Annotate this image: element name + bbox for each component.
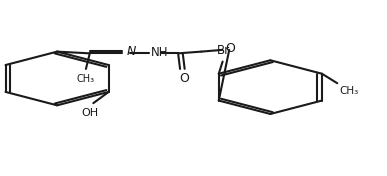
Text: N: N <box>126 45 135 58</box>
Text: OH: OH <box>81 108 98 118</box>
Text: Br: Br <box>217 44 230 57</box>
Text: O: O <box>179 72 189 85</box>
Text: NH: NH <box>151 46 169 59</box>
Text: CH₃: CH₃ <box>339 86 358 96</box>
Text: CH₃: CH₃ <box>77 74 95 84</box>
Text: O: O <box>225 42 235 55</box>
